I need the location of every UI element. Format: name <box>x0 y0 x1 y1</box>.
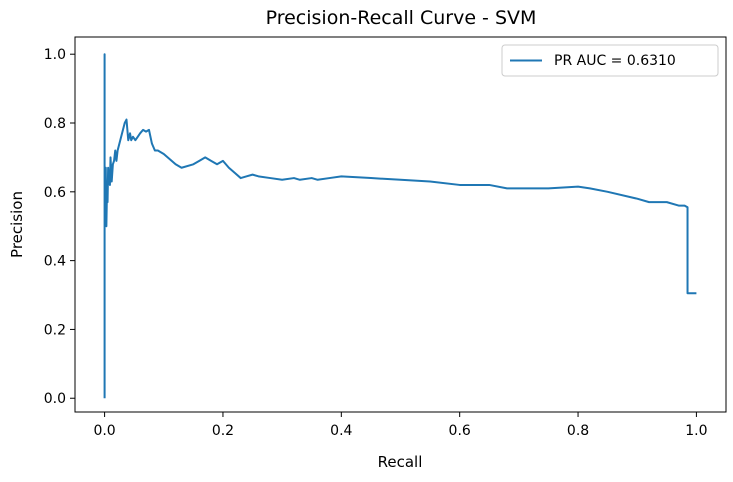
series-lines <box>103 53 697 399</box>
x-tick-label: 0.2 <box>212 423 234 439</box>
x-tick-label: 0.6 <box>449 423 471 439</box>
x-tick-label: 0.4 <box>330 423 352 439</box>
legend-label: PR AUC = 0.6310 <box>554 53 676 69</box>
y-tick-label: 0.0 <box>44 391 66 407</box>
y-tick-label: 0.2 <box>44 322 66 338</box>
y-tick-label: 0.8 <box>44 116 66 132</box>
legend: PR AUC = 0.6310 <box>501 44 719 77</box>
y-axis-ticks: 0.0 0.2 0.4 0.6 0.8 1.0 <box>44 47 75 407</box>
x-tick-label: 0.0 <box>93 423 115 439</box>
plot-area <box>74 36 727 413</box>
x-tick-label: 0.8 <box>567 423 589 439</box>
y-tick-label: 0.6 <box>44 185 66 201</box>
legend-box <box>501 44 719 77</box>
y-tick-label: 0.4 <box>44 254 66 270</box>
pr-curve-line <box>103 53 697 399</box>
x-axis-label: Recall <box>378 453 423 471</box>
y-axis-label: Precision <box>8 191 26 258</box>
y-tick-label: 1.0 <box>44 47 66 63</box>
x-tick-label: 1.0 <box>685 423 707 439</box>
chart-title: Precision-Recall Curve - SVM <box>266 7 537 29</box>
x-axis-ticks: 0.0 0.2 0.4 0.6 0.8 1.0 <box>93 412 708 439</box>
